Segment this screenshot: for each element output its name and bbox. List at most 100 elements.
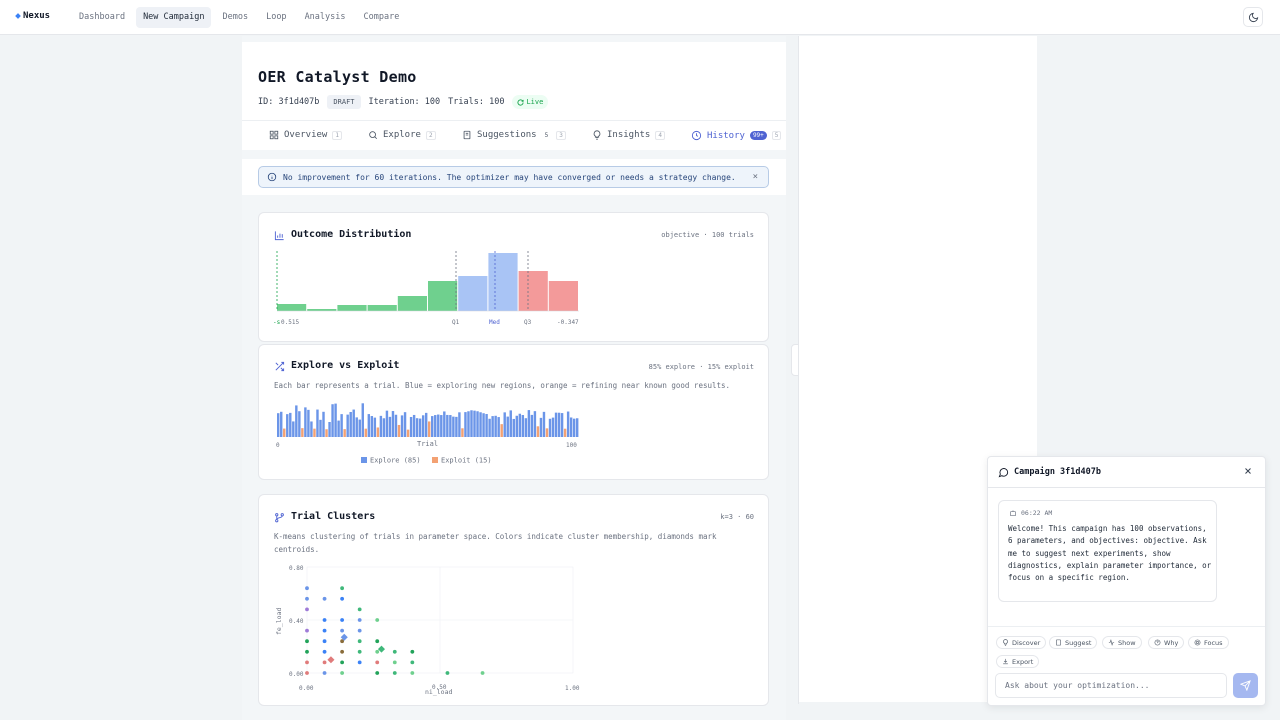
clipboard-icon [463,130,471,140]
trial-bar [349,411,352,437]
trial-bar [313,428,316,437]
trial-bar [458,412,461,437]
nav-loop[interactable]: Loop [266,12,287,22]
scatter-point [357,649,362,654]
trial-bar [476,411,479,437]
trial-bar [352,409,355,437]
trial-bar [557,412,561,437]
tab-shortcut: 1 [332,130,342,140]
trial-bar [388,416,392,437]
histogram-bar [397,296,427,311]
chat-input[interactable] [995,673,1227,698]
trial-bar [391,411,395,437]
trial-bar [443,411,446,437]
scatter-point [392,660,397,665]
legend-explore-swatch [361,457,367,463]
trial-bar [322,411,325,437]
card-description: K-means clustering of trials in paramete… [274,532,717,554]
trial-bar [542,411,546,437]
trial-bar [515,415,518,437]
trial-bar [298,411,301,437]
trial-bar [319,419,322,437]
card-meta: 85% explore · 15% exploit [648,363,754,371]
trial-bar [470,410,473,437]
trial-bar [572,418,576,437]
trial-bar [434,415,437,437]
close-icon[interactable] [1243,466,1253,476]
x-start-tick: 0 [276,442,280,449]
trial-bar [373,417,377,437]
nav-analysis[interactable]: Analysis [304,12,346,22]
trial-bar [500,424,503,437]
tick-min-prefix: -s [273,319,281,326]
legend-explore: Explore (85) [370,457,421,465]
scatter-point [305,671,309,675]
tab-suggestions[interactable]: Suggestions 5 3 [462,130,566,140]
trial-bar [539,417,543,437]
show-chip[interactable]: Show [1102,636,1142,649]
target-icon [1194,639,1201,646]
campaign-meta: ID: 3f1d407b DRAFT Iteration: 100 Trials… [258,95,549,109]
theme-toggle-button[interactable] [1243,7,1263,27]
info-icon [267,172,277,182]
nav-compare[interactable]: Compare [363,12,400,22]
scatter-point [340,660,345,665]
histogram-bar [307,309,337,311]
campaign-id: ID: 3f1d407b [258,97,320,107]
nav-demos[interactable]: Demos [222,12,249,22]
trial-bar [503,412,506,437]
tab-overview[interactable]: Overview 1 [269,130,342,140]
nav-new-campaign[interactable]: New Campaign [136,7,212,28]
trial-bar [431,416,434,437]
why-chip[interactable]: Why [1148,636,1185,649]
trial-bar [518,413,522,437]
outcome-distribution-card: Outcome Distribution objective · 100 tri… [258,212,769,342]
tick-max: -0.347 [557,319,579,326]
trial-bar [506,416,509,437]
chat-title: Campaign 3f1d407b [1014,467,1101,477]
scatter-point [322,660,327,665]
trial-bar [286,414,289,437]
message-text: Welcome! This campaign has 100 observati… [1008,524,1212,583]
grid-icon [269,130,279,140]
trial-bar [437,414,440,437]
trial-bar [524,418,528,437]
status-badge: DRAFT [327,95,361,109]
trial-bar [509,410,512,437]
trial-bar [328,422,331,437]
clock-icon [691,130,702,141]
tab-label: Explore [383,130,421,140]
tab-insights[interactable]: Insights 4 [592,130,665,140]
tab-history[interactable]: History 99+ 5 [691,130,782,141]
trial-bar [412,414,416,437]
chip-label: Focus [1204,638,1223,647]
suggest-chip[interactable]: Suggest [1049,636,1098,649]
tab-shortcut: 4 [655,130,665,140]
chat-bubble-icon [998,467,1009,477]
histogram-bar [488,253,518,311]
scatter-point [340,586,345,591]
alert-close-icon[interactable]: × [752,172,758,182]
x-tick: 1.00 [565,685,580,692]
nav-dashboard[interactable]: Dashboard [79,12,126,22]
tab-label: Overview [284,130,328,140]
y-axis-label: fe_load [275,608,283,635]
focus-chip[interactable]: Focus [1188,636,1229,649]
y-tick: 0.80 [289,565,304,572]
activity-icon [1108,639,1115,646]
tab-label: History [707,130,745,141]
trial-bar [575,418,579,437]
trial-bar [455,416,458,437]
discover-chip[interactable]: Discover [996,636,1047,649]
app-logo[interactable]: Nexus [15,11,50,21]
scatter-point [305,586,309,591]
chip-label: Discover [1012,638,1041,647]
histogram-bar [277,304,307,311]
campaign-header: OER Catalyst Demo ID: 3f1d407b DRAFT Ite… [242,42,786,150]
scatter-point [305,596,309,601]
tab-explore[interactable]: Explore 2 [368,130,436,140]
trial-bar [334,403,337,437]
send-button[interactable] [1233,673,1258,698]
export-chip[interactable]: Export [996,655,1040,668]
trial-bar [464,412,467,437]
